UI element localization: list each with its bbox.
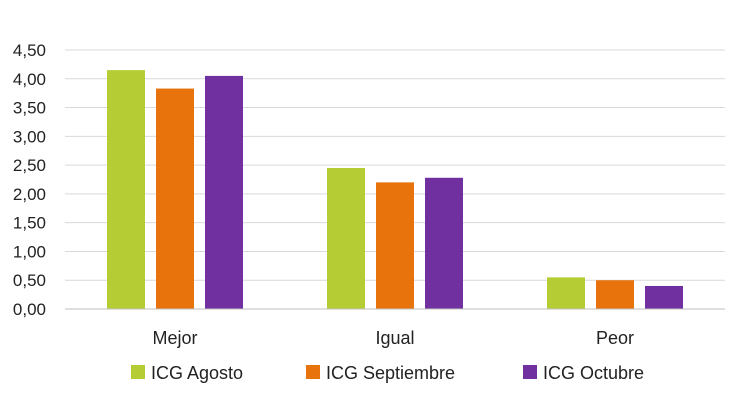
legend-swatch [131, 365, 145, 379]
bar-igual-2 [376, 182, 414, 309]
y-tick-label: 4,50 [13, 41, 46, 60]
legend: ICG Agosto ICG Septiembre ICG Octubre [131, 363, 644, 383]
legend-label: ICG Agosto [151, 363, 243, 383]
x-tick-label: Peor [596, 328, 634, 348]
bar-igual-3 [425, 177, 463, 309]
x-axis: Mejor Igual Peor [65, 308, 725, 348]
y-tick-label: 3,00 [13, 127, 46, 146]
legend-swatch [306, 365, 320, 379]
bar-peor-1 [547, 277, 585, 309]
y-tick-label: 1,50 [13, 214, 46, 233]
x-tick-label: Igual [375, 328, 414, 348]
y-tick-label: 4,00 [13, 70, 46, 89]
bar-mejor-2 [156, 88, 194, 309]
bar-peor-3 [645, 285, 683, 309]
bar-mejor-3 [205, 75, 243, 310]
y-tick-label: 1,00 [13, 242, 46, 261]
bars [107, 70, 683, 310]
y-tick-label: 0,00 [13, 300, 46, 319]
legend-swatch [523, 365, 537, 379]
y-tick-label: 2,00 [13, 185, 46, 204]
bar-igual-1 [327, 167, 365, 309]
legend-label: ICG Septiembre [326, 363, 455, 383]
x-tick-label: Mejor [152, 328, 197, 348]
y-tick-label: 3,50 [13, 99, 46, 118]
bar-peor-2 [596, 280, 634, 309]
y-axis: 0,00 0,50 1,00 1,50 2,00 2,50 3,00 3,50 4,00 4,50 [13, 41, 46, 319]
bar-mejor-1 [107, 70, 145, 310]
y-tick-label: 0,50 [13, 271, 46, 290]
y-tick-label: 2,50 [13, 156, 46, 175]
legend-label: ICG Octubre [543, 363, 644, 383]
